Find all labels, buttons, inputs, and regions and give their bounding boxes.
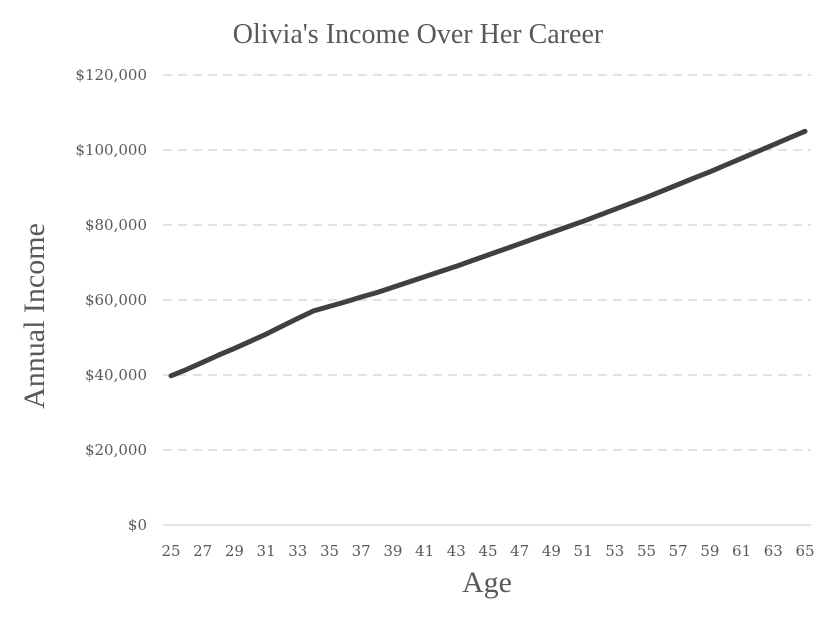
y-axis-title: Annual Income <box>18 223 51 409</box>
x-tick-label: 39 <box>383 542 402 560</box>
x-tick-label: 65 <box>795 542 814 560</box>
series-line <box>168 128 808 379</box>
x-axis-title: Age <box>462 566 512 599</box>
y-axis-tick-labels: $0 $20,000 $40,000 $60,000 $80,000 $100,000 $1… <box>75 66 147 534</box>
x-tick-label: 25 <box>161 542 180 560</box>
x-tick-label: 29 <box>225 542 244 560</box>
x-tick-label: 63 <box>764 542 783 560</box>
x-tick-label: 31 <box>257 542 276 560</box>
y-tick-label: $0 <box>128 516 147 534</box>
gridlines <box>163 74 811 526</box>
series-layer <box>168 128 808 379</box>
x-tick-label: 57 <box>669 542 688 560</box>
x-tick-label: 61 <box>732 542 751 560</box>
y-tick-label: $100,000 <box>75 141 147 159</box>
x-tick-label: 37 <box>352 542 371 560</box>
x-tick-label: 49 <box>542 542 561 560</box>
x-axis-tick-labels: 25 27 29 31 33 35 37 39 41 43 45 47 49 51 53 55 57 59 61 63… <box>161 542 814 560</box>
x-tick-label: 41 <box>415 542 434 560</box>
y-tick-label: $20,000 <box>85 441 147 459</box>
y-tick-label: $80,000 <box>85 216 147 234</box>
x-tick-label: 55 <box>637 542 656 560</box>
y-tick-label: $60,000 <box>85 291 147 309</box>
x-tick-label: 27 <box>193 542 212 560</box>
x-tick-label: 51 <box>574 542 593 560</box>
x-tick-label: 43 <box>447 542 466 560</box>
x-tick-label: 35 <box>320 542 339 560</box>
x-tick-label: 53 <box>605 542 624 560</box>
chart-title: Olivia's Income Over Her Career <box>233 19 604 50</box>
x-tick-label: 59 <box>700 542 719 560</box>
x-tick-label: 45 <box>478 542 497 560</box>
y-tick-label: $40,000 <box>85 366 147 384</box>
x-tick-label: 47 <box>510 542 529 560</box>
x-tick-label: 33 <box>288 542 307 560</box>
y-tick-label: $120,000 <box>75 66 147 84</box>
